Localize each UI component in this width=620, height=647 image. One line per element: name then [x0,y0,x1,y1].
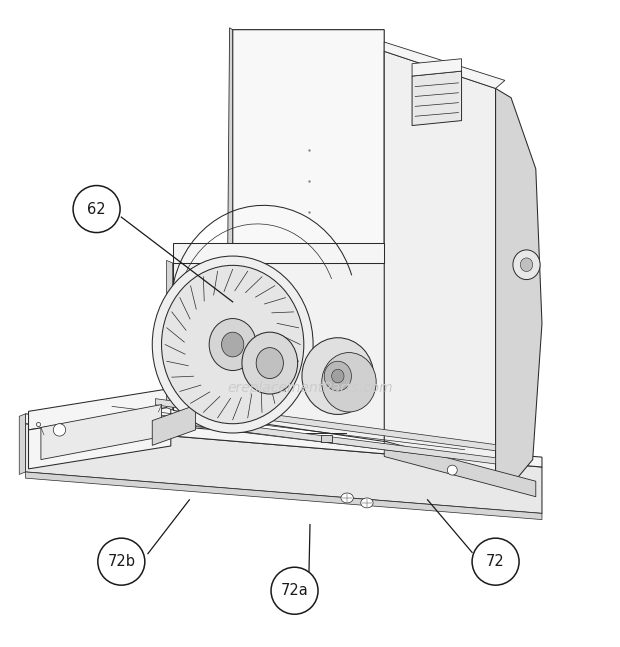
Text: 72b: 72b [107,554,135,569]
Polygon shape [156,399,495,451]
Polygon shape [172,243,384,263]
Ellipse shape [162,265,304,424]
Circle shape [271,567,318,614]
Polygon shape [156,415,495,464]
Polygon shape [167,260,172,410]
Text: 72: 72 [486,554,505,569]
Polygon shape [495,89,542,486]
Ellipse shape [53,424,66,436]
Ellipse shape [209,318,256,371]
Polygon shape [321,435,332,443]
Ellipse shape [256,347,283,378]
Ellipse shape [242,332,298,394]
Polygon shape [25,424,542,514]
Circle shape [98,538,145,585]
Ellipse shape [153,256,313,433]
Text: 72a: 72a [281,583,308,598]
Polygon shape [29,388,171,430]
Ellipse shape [361,498,373,508]
Polygon shape [384,441,536,497]
Ellipse shape [332,369,344,383]
Ellipse shape [265,325,275,334]
Polygon shape [384,51,495,478]
Circle shape [73,186,120,232]
Polygon shape [412,71,461,126]
Text: ereplacementParts.com: ereplacementParts.com [227,382,393,395]
Polygon shape [153,405,195,445]
Text: 62: 62 [87,202,106,217]
Polygon shape [25,472,542,520]
Polygon shape [226,28,232,398]
Polygon shape [29,407,171,469]
Ellipse shape [341,493,353,503]
Ellipse shape [448,465,457,475]
Polygon shape [412,59,461,76]
Ellipse shape [221,332,244,357]
Polygon shape [384,42,505,89]
Ellipse shape [324,361,352,391]
Ellipse shape [322,353,376,412]
Polygon shape [19,414,25,474]
Ellipse shape [513,250,540,280]
Polygon shape [41,404,162,459]
Polygon shape [232,30,384,398]
Ellipse shape [520,258,533,272]
Circle shape [472,538,519,585]
Ellipse shape [302,338,374,415]
Polygon shape [172,263,384,441]
Polygon shape [25,414,542,467]
